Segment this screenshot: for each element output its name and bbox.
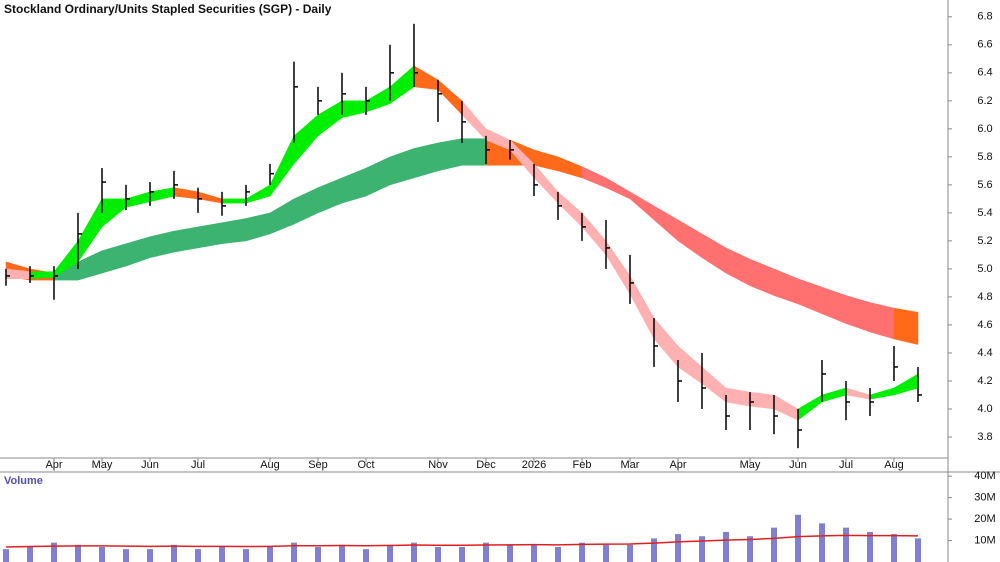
y-tick-label: 4.2 [977,375,992,387]
volume-bar [195,549,201,562]
x-tick-label: Aug [260,459,280,471]
y-tick-label: 6.6 [977,39,992,51]
volume-bar [27,546,33,562]
volume-bar [867,531,873,562]
volume-bar [891,534,897,562]
volume-tick-label: 10M [974,534,995,546]
volume-bar [723,531,729,562]
volume-bar [579,542,585,562]
band-segment [173,226,199,253]
volume-bar [603,544,609,562]
volume-bar [483,542,489,562]
band-segment [221,198,247,204]
y-tick-label: 5.4 [977,207,992,219]
volume-bar [627,544,633,562]
volume-bar [291,542,297,562]
y-tick-label: 5.6 [977,179,992,191]
y-tick-label: 4.0 [977,403,992,415]
volume-bar [243,549,249,562]
volume-bar [315,546,321,562]
chart-title: Stockland Ordinary/Units Stapled Securit… [4,2,332,16]
y-tick-label: 4.6 [977,319,992,331]
x-tick-label: Mar [621,459,640,471]
x-tick-label: 2026 [522,459,546,471]
volume-bar [267,546,273,562]
y-tick-label: 5.0 [977,263,992,275]
x-tick-label: May [740,459,761,471]
volume-bar [75,544,81,562]
volume-bar [411,542,417,562]
band-segment [461,138,487,166]
volume-bar [507,544,513,562]
x-tick-label: Aug [884,459,904,471]
volume-bar [171,544,177,562]
volume-bar [99,546,105,562]
x-tick-label: Apr [45,459,62,471]
y-tick-label: 5.2 [977,235,992,247]
y-tick-label: 3.8 [977,431,992,443]
y-tick-label: 5.8 [977,151,992,163]
x-tick-label: Apr [669,459,686,471]
volume-bar [675,534,681,562]
x-tick-label: Jul [839,459,853,471]
band-segment [749,391,775,410]
volume-bar [387,544,393,562]
band-segment [893,307,919,345]
volume-bar [771,527,777,562]
volume-bar [747,536,753,562]
y-tick-label: 6.8 [977,11,992,23]
band-segment [221,218,247,244]
y-tick-label: 6.2 [977,95,992,107]
x-tick-label: Oct [357,459,374,471]
volume-tick-label: 30M [974,492,995,504]
volume-bar [51,542,57,562]
volume-bar [555,546,561,562]
volume-bar [843,527,849,562]
x-tick-label: Dec [476,459,496,471]
volume-bar [915,538,921,562]
volume-bar [795,514,801,562]
volume-average [5,534,919,548]
band-segment [197,222,223,249]
volume-bar [819,523,825,562]
band-segment [437,138,463,172]
y-tick-label: 6.0 [977,123,992,135]
volume-bar [435,546,441,562]
volume-bar [459,546,465,562]
volume-label: Volume [4,475,43,487]
volume-bar [3,549,9,562]
volume-tick-label: 20M [974,513,995,525]
y-tick-label: 4.8 [977,291,992,303]
volume-bar [651,538,657,562]
volume-bar [219,546,225,562]
y-tick-label: 4.4 [977,347,992,359]
x-tick-label: Jul [191,459,205,471]
x-tick-label: Feb [573,459,592,471]
volume-bar [147,549,153,562]
volume-bar [531,544,537,562]
x-tick-label: Sep [308,459,328,471]
volume-bar [699,536,705,562]
volume-bar [339,544,345,562]
x-tick-label: Jun [141,459,159,471]
volume-bar [123,549,129,562]
x-tick-label: May [92,459,113,471]
y-tick-label: 6.4 [977,67,992,79]
volume-tick-label: 40M [974,470,995,482]
volume-bar [363,549,369,562]
x-tick-label: Jun [789,459,807,471]
x-tick-label: Nov [428,459,448,471]
